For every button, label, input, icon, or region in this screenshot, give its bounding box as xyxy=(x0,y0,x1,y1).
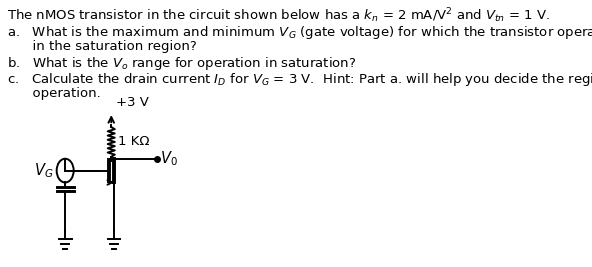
Text: c.   Calculate the drain current $I_D$ for $V_G$ = 3 V.  Hint: Part a. will help: c. Calculate the drain current $I_D$ for… xyxy=(7,71,592,88)
Text: operation.: operation. xyxy=(7,87,101,100)
Text: $V_G$: $V_G$ xyxy=(34,161,54,180)
Text: $V_0$: $V_0$ xyxy=(160,149,178,168)
Text: 1 KΩ: 1 KΩ xyxy=(118,135,150,148)
Text: b.   What is the $V_o$ range for operation in saturation?: b. What is the $V_o$ range for operation… xyxy=(7,56,356,72)
Text: in the saturation region?: in the saturation region? xyxy=(7,40,197,53)
Text: a.   What is the maximum and minimum $V_G$ (gate voltage) for which the transist: a. What is the maximum and minimum $V_G$… xyxy=(7,24,592,41)
Text: +3 V: +3 V xyxy=(115,96,149,109)
Text: The nMOS transistor in the circuit shown below has a $k_n$ = 2 mA/V$^2$ and $V_{: The nMOS transistor in the circuit shown… xyxy=(7,6,550,25)
